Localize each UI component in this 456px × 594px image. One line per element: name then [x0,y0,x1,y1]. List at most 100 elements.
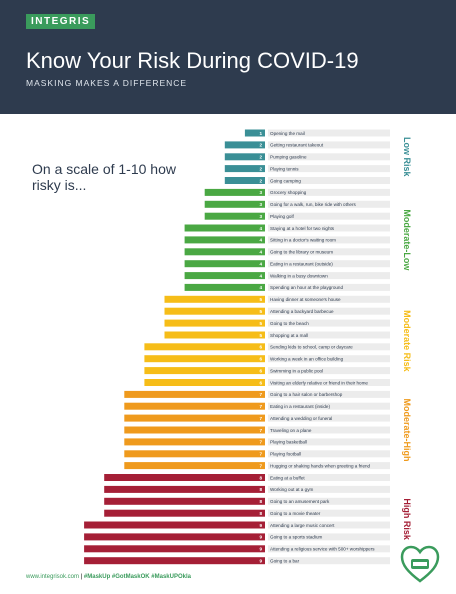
chart-row: 7 Playing football [124,450,390,458]
label-band [268,165,390,173]
activity-label: Attending a wedding or funeral [270,416,332,421]
bar [224,141,265,149]
bar-value-label: 2 [259,178,262,183]
label-band [268,129,390,137]
activity-label: Attending a backyard barbecue [270,309,334,314]
label-band [268,509,390,517]
chart-row: 8 Going to a movie theater [104,509,390,517]
page-subtitle: MASKING MAKES A DIFFERENCE [26,78,188,88]
bar-value-label: 5 [259,333,262,338]
bar [184,260,265,268]
activity-label: Swimming in a public pool [270,368,323,373]
chart-row: 5 Having dinner at someone's house [164,295,390,303]
activity-label: Spending an hour at the playground [270,285,343,290]
activity-label: Going for a walk, run, bike ride with ot… [270,202,356,207]
activity-label: Playing tennis [270,166,299,171]
bar-value-label: 4 [259,238,262,243]
bar [104,497,265,505]
bar [124,414,265,422]
label-band [268,450,390,458]
label-band [268,545,390,553]
bar [104,474,265,481]
activity-label: Going camping [270,178,301,183]
page-title: Know Your Risk During COVID-19 [26,48,359,73]
activity-label: Hugging or shaking hands when greeting a… [270,463,371,468]
chart-row: 4 Staying at a hotel for two nights [184,224,390,232]
chart-row: 7 Playing basketball [124,438,390,446]
bar [84,521,265,529]
activity-label: Going to a bar [270,559,300,564]
bar [204,200,265,208]
bar-value-label: 7 [259,463,262,468]
activity-label: Walking in a busy downtown [270,273,328,278]
chart-row: 4 Sitting in a doctor's waiting room [184,236,390,244]
bar [224,153,265,161]
risk-group-label: Moderate-High [402,399,412,462]
chart-row: 4 Eating in a restaurant (outside) [184,260,390,268]
activity-label: Going to an amusement park [270,499,330,504]
bar [124,390,265,398]
bar [84,533,265,541]
chart-row: 9 Going to a sports stadium [84,533,390,541]
bar-value-label: 7 [259,440,262,445]
bar [164,319,265,327]
bar-value-label: 7 [259,452,262,457]
label-band [268,379,390,386]
label-band [268,521,390,529]
label-band [268,260,390,268]
bar-value-label: 8 [259,499,262,504]
bar-value-label: 6 [259,357,262,362]
bar-value-label: 2 [259,143,262,148]
bar-value-label: 6 [259,380,262,385]
bar-value-label: 5 [259,297,262,302]
bar-value-label: 9 [259,559,262,564]
risk-group-labels: Low Risk Moderate-Low Moderate Risk Moderat… [402,137,412,541]
chart-row: 4 Going to the library or museum [184,248,390,256]
label-band [268,236,390,244]
activity-label: Getting restaurant takeout [270,143,324,148]
bar-value-label: 4 [259,273,262,278]
chart-row: 7 Traveling on a plane [124,426,390,434]
bar [224,165,265,173]
activity-label: Going to a movie theater [270,511,321,516]
bar [164,331,265,339]
label-band [268,212,390,220]
label-band [268,224,390,232]
bar [184,283,265,291]
bar-value-label: 5 [259,321,262,326]
chart-row: 8 Going to an amusement park [104,497,390,505]
bar-value-label: 4 [259,226,262,231]
chart-row: 5 Attending a backyard barbecue [164,307,390,315]
risk-group-label: Moderate-Low [402,209,412,271]
chart-row: 3 Playing golf [204,212,390,220]
bar [164,295,265,303]
activity-label: Pumping gasoline [270,155,307,160]
bar-value-label: 2 [259,155,262,160]
label-band [268,177,390,184]
activity-label: Going to a hair salon or barbershop [270,392,343,397]
chart-row: 5 Shopping at a mall [164,331,390,339]
activity-label: Playing basketball [270,440,307,445]
activity-label: Attending a religious service with 500+ … [270,547,375,552]
bar [204,188,265,196]
bar-value-label: 3 [259,202,262,207]
footer-url[interactable]: www.integrisok.com [26,574,80,580]
label-band [268,319,390,327]
activity-label: Sitting in a doctor's waiting room [270,238,336,243]
label-band [268,497,390,505]
footer-hashtags: #MaskUp #GotMaskOK #MaskUPOkla [83,574,191,580]
activity-label: Grocery shopping [270,190,307,195]
bar [244,129,265,137]
risk-group-label: High Risk [402,498,412,541]
chart-row: 6 Visiting an elderly relative or friend … [144,379,390,386]
bar [124,462,265,470]
bar-value-label: 4 [259,250,262,255]
label-band [268,295,390,303]
label-band [268,402,390,410]
brand-logo: INTEGRIS [26,14,96,29]
bar-value-label: 7 [259,392,262,397]
bar [84,545,265,553]
label-band [268,426,390,434]
bar-value-label: 5 [259,309,262,314]
